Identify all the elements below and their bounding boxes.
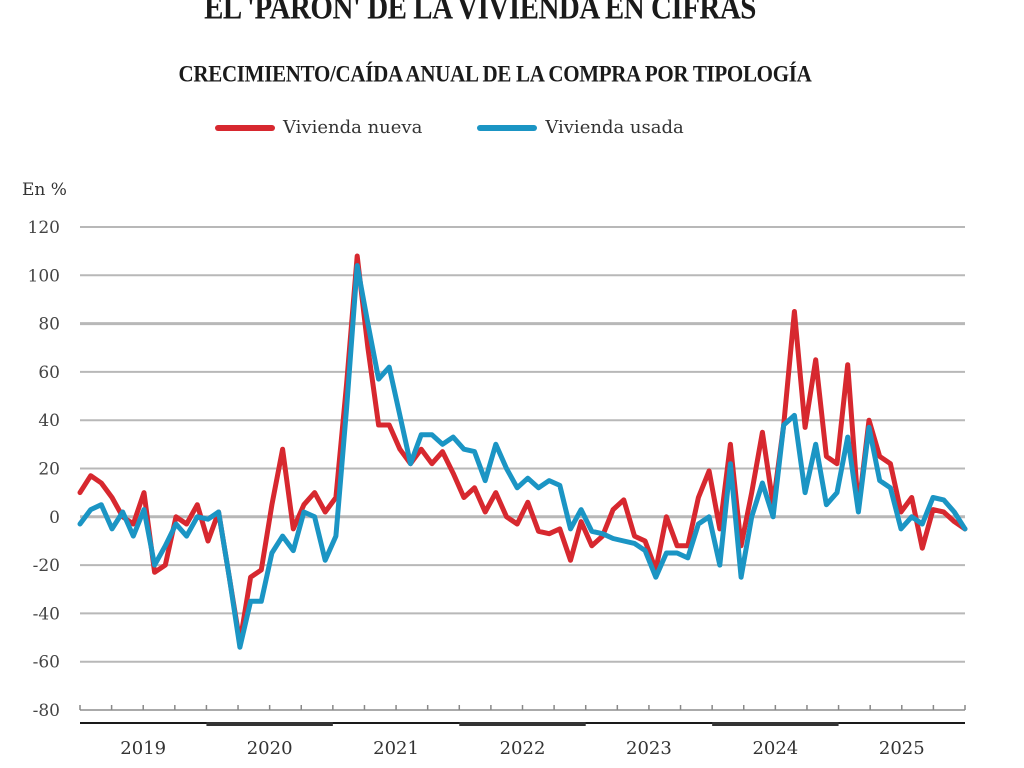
x-tick-label: 2022 (500, 738, 546, 759)
x-axis: 2019 2020 2021 2022 2023 2024 2025 (79, 705, 966, 759)
gridlines (80, 226, 965, 663)
x-tick-label: 2024 (752, 738, 798, 759)
chart-title: EL 'PARÓN' DE LA VIVIENDA EN CIFRAS (204, 0, 756, 27)
series-line-vivienda-nueva (77, 253, 968, 645)
x-tick-label: 2020 (247, 738, 293, 759)
legend: Vivienda nueva Vivienda usada (215, 117, 684, 138)
legend-item-nueva: Vivienda nueva (215, 117, 422, 138)
series-line-vivienda-usada (77, 263, 968, 650)
x-tick-label: 2021 (373, 738, 419, 759)
legend-item-usada: Vivienda usada (477, 117, 684, 138)
y-tick-label: 0 (49, 508, 60, 528)
y-tick-label: -80 (33, 701, 60, 721)
chart-subtitle: CRECIMIENTO/CAÍDA ANUAL DE LA COMPRA POR… (178, 60, 812, 88)
x-tick-label: 2023 (626, 738, 672, 759)
y-tick-label: 120 (28, 218, 60, 238)
legend-swatch-nueva (215, 124, 275, 131)
y-tick-labels: 120 100 80 60 40 20 0 -20 -40 -60 -80 (28, 218, 60, 721)
x-tick-label: 2025 (879, 738, 925, 759)
y-tick-label: -40 (33, 604, 60, 624)
y-tick-label: 100 (28, 266, 60, 286)
legend-label-usada: Vivienda usada (545, 117, 684, 138)
y-tick-label: 20 (38, 460, 60, 480)
x-tick-label: 2019 (120, 738, 166, 759)
series-lines (77, 253, 968, 650)
y-tick-label: 60 (38, 363, 60, 383)
y-tick-label: -20 (33, 556, 60, 576)
y-axis-unit-label: En % (22, 180, 67, 200)
y-tick-label: 80 (38, 315, 60, 335)
y-tick-label: -60 (33, 653, 60, 673)
y-tick-label: 40 (38, 411, 60, 431)
legend-swatch-usada (477, 124, 538, 131)
legend-label-nueva: Vivienda nueva (283, 117, 423, 138)
